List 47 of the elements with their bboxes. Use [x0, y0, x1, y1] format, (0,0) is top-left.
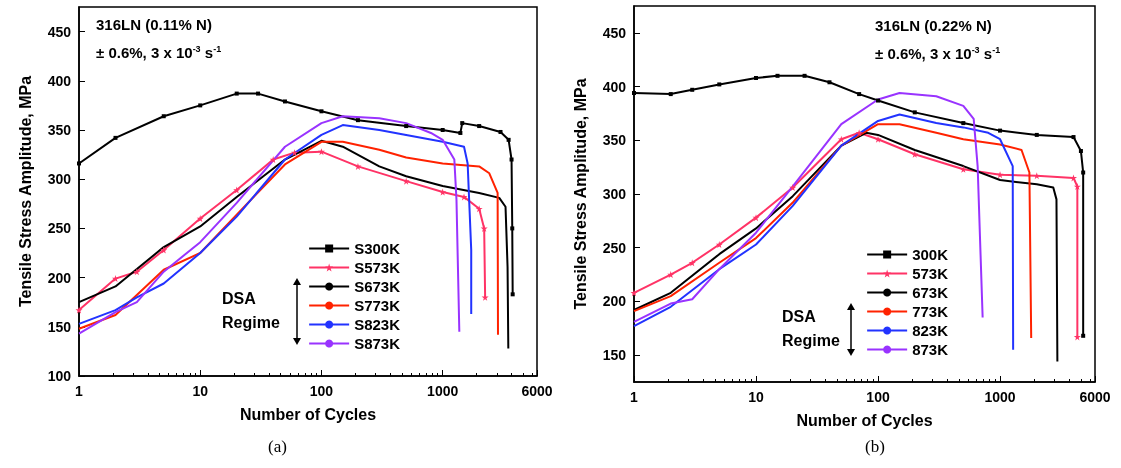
x-axis-title: Number of Cycles: [239, 405, 377, 423]
legend-label: 873K: [912, 341, 949, 358]
y-tick-label: 450: [602, 24, 627, 41]
legend-label: S773K: [354, 297, 401, 314]
y-tick-label: 150: [602, 347, 627, 364]
legend-label: 673K: [912, 284, 949, 301]
legend-label: 823K: [912, 322, 949, 339]
y-tick-label: 350: [602, 132, 627, 149]
annotation: DSA Regime: [782, 307, 840, 349]
y-tick-label: 150: [47, 318, 72, 335]
y-tick-label: 350: [47, 122, 72, 138]
y-tick-label: 250: [602, 239, 627, 256]
legend-label: S573K: [354, 259, 401, 276]
x-tick-label: 10: [748, 389, 765, 405]
legend-label: 573K: [912, 265, 949, 282]
y-tick-label: 200: [602, 293, 627, 310]
x-tick-label: 1000: [427, 383, 459, 399]
annotation: DSA Regime: [222, 289, 280, 331]
x-tick-label: 6000: [1079, 389, 1111, 405]
x-tick-label: 1: [630, 389, 639, 405]
y-axis-title: Tensile Stress Amplitude, MPa: [16, 75, 34, 308]
legend-label: 773K: [912, 303, 949, 320]
legend-label: S300K: [354, 240, 401, 257]
y-tick-label: 100: [47, 368, 72, 384]
x-tick-label: 100: [309, 383, 334, 399]
x-tick-label: 6000: [521, 383, 553, 399]
x-tick-label: 10: [192, 383, 209, 399]
text: (a): [268, 437, 287, 456]
text: (b): [865, 437, 885, 456]
x-tick-label: 1000: [984, 389, 1016, 405]
legend-label: S823K: [354, 316, 401, 333]
y-tick-label: 200: [47, 269, 72, 286]
y-tick-label: 300: [602, 186, 627, 202]
x-tick-label: 100: [866, 389, 890, 405]
y-axis-title: Tensile Stress Amplitude, MPa: [571, 78, 589, 310]
y-tick-label: 250: [47, 220, 72, 237]
y-tick-label: 300: [47, 171, 72, 188]
x-tick-label: 1: [75, 383, 84, 399]
legend-label: S873K: [354, 335, 401, 352]
legend-label: S673K: [354, 278, 401, 295]
y-tick-label: 450: [47, 23, 72, 40]
x-axis-title: Number of Cycles: [796, 411, 933, 429]
annotation: 316LN (0.22% N): [875, 17, 992, 34]
y-tick-label: 400: [602, 78, 627, 95]
legend-label: 300K: [912, 246, 949, 263]
y-tick-label: 400: [47, 72, 72, 89]
annotation: 316LN (0.11% N): [96, 16, 212, 33]
